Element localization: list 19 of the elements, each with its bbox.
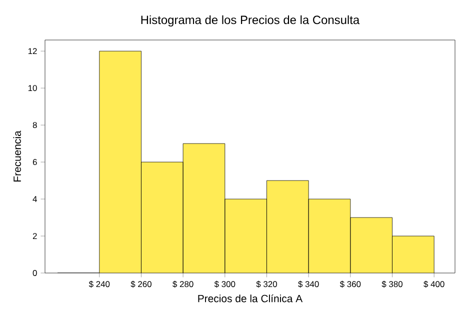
x-tick-label: $ 280 — [172, 280, 194, 288]
y-tick-label: 10 — [28, 85, 37, 92]
y-tick-label: 2 — [32, 233, 37, 239]
y-tick-label: 4 — [32, 196, 37, 202]
y-tick-label: 12 — [28, 48, 37, 54]
x-tick-label: $ 340 — [298, 280, 319, 288]
x-tick-label: $ 300 — [214, 280, 236, 288]
x-tick-label: $ 320 — [256, 280, 277, 288]
y-tick-label: 0 — [32, 270, 37, 276]
x-tick-label: $ 240 — [88, 280, 110, 288]
y-tick-label: 6 — [32, 159, 37, 166]
x-tick-label: $ 260 — [130, 280, 152, 288]
x-tick-label: $ 400 — [424, 280, 444, 288]
y-tick-label: 8 — [32, 122, 37, 128]
chart-title: Histograma de los Precios de la Consulta — [141, 15, 360, 27]
x-tick-label: $ 380 — [382, 280, 402, 288]
x-tick-label: $ 360 — [340, 280, 361, 288]
x-axis-title: Precios de la Clínica A — [198, 294, 303, 302]
y-axis-title: Frecuencia — [13, 130, 21, 182]
